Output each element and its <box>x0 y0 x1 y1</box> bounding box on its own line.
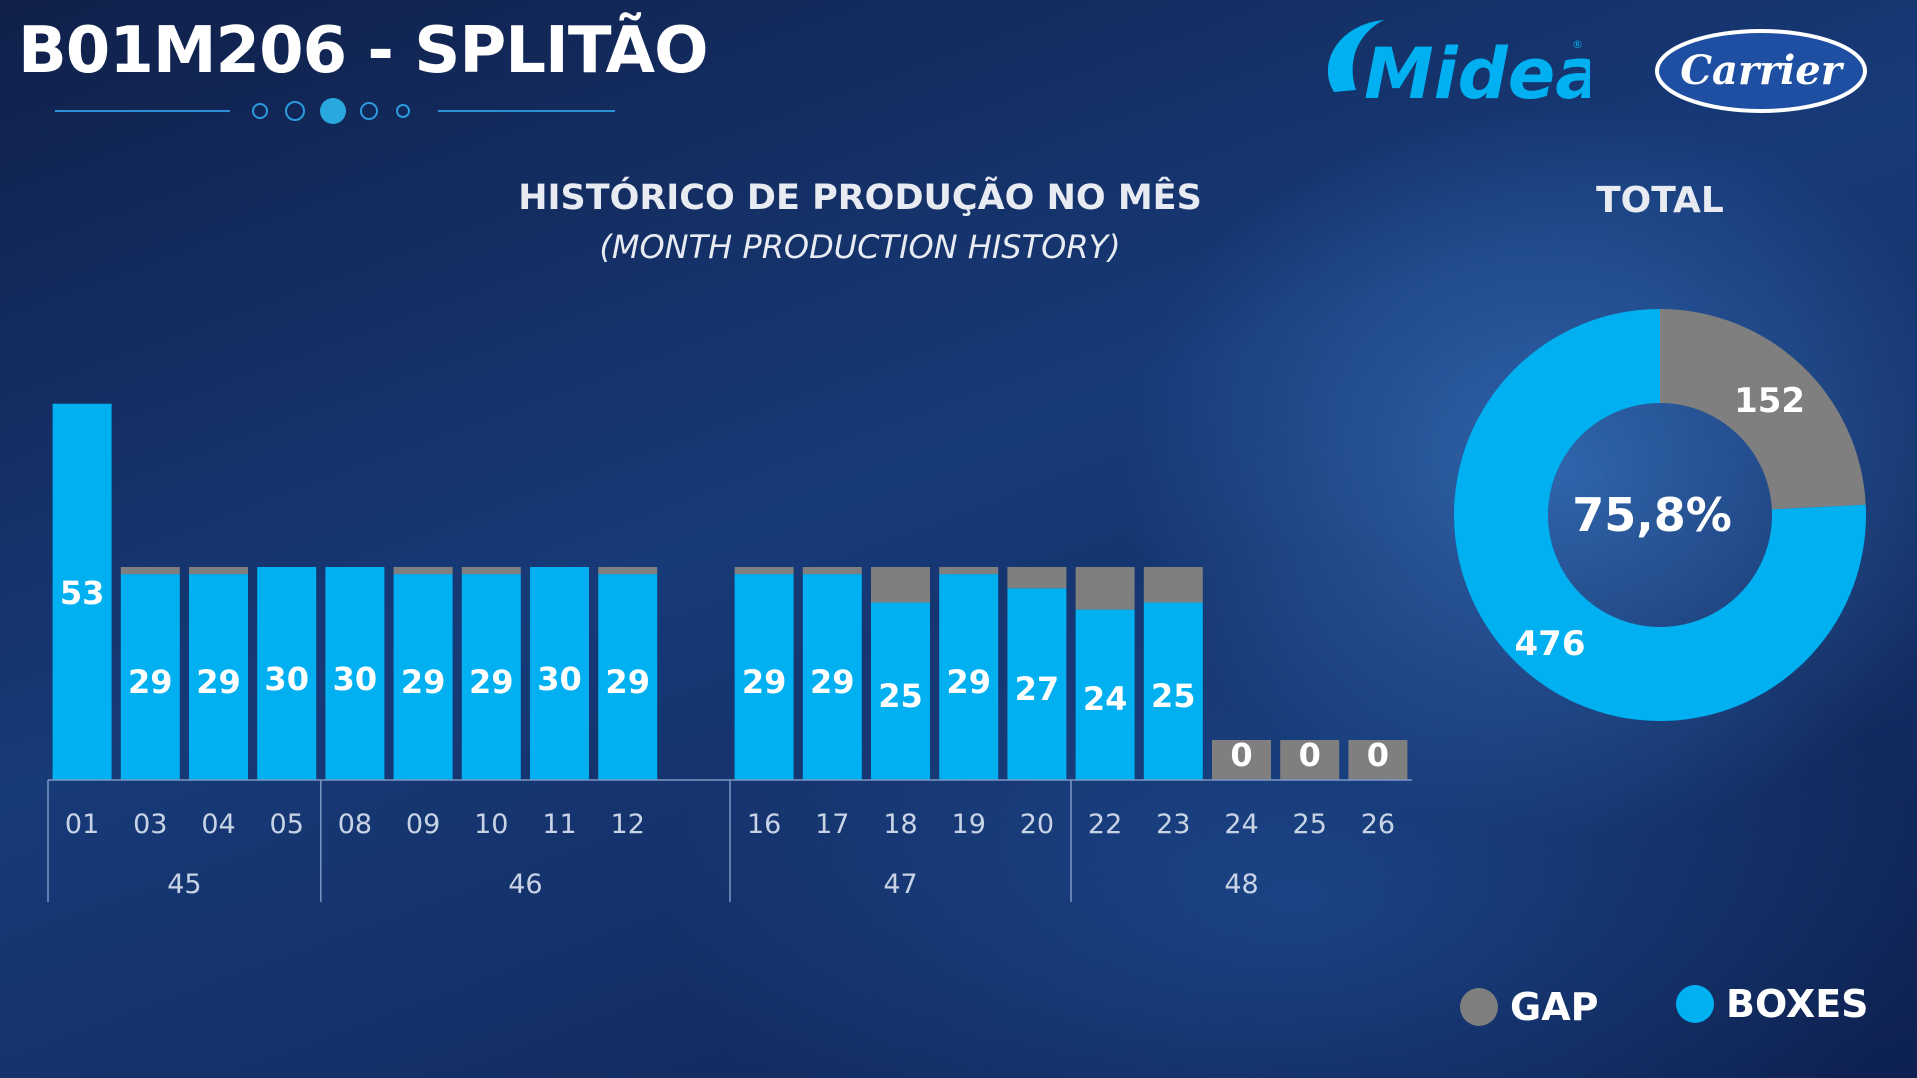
group-label-47: 47 <box>883 869 917 900</box>
tick-label-08: 08 <box>338 809 372 840</box>
legend-gap-label: GAP <box>1510 985 1598 1029</box>
data-label-24: 0 <box>1230 736 1252 774</box>
data-label-19: 29 <box>946 663 991 701</box>
tick-label-16: 16 <box>747 809 781 840</box>
bar-gap-10 <box>462 567 521 574</box>
total-title: TOTAL <box>1560 180 1760 221</box>
data-label-04: 29 <box>196 663 241 701</box>
donut-label-gap: 152 <box>1734 381 1805 421</box>
bar-gap-12 <box>598 567 657 574</box>
tick-label-05: 05 <box>270 809 304 840</box>
data-label-17: 29 <box>810 663 855 701</box>
tick-label-01: 01 <box>65 809 99 840</box>
bar-gap-23 <box>1144 567 1203 603</box>
tick-label-12: 12 <box>611 809 645 840</box>
legend-boxes: BOXES <box>1676 982 1869 1026</box>
data-label-22: 24 <box>1083 680 1128 718</box>
data-label-09: 29 <box>401 663 446 701</box>
data-label-08: 30 <box>333 660 378 698</box>
tick-label-10: 10 <box>474 809 508 840</box>
production-bar-chart: 53 01 29 03 29 04 30 05 30 08 29 09 29 10 30 11 29 12 29 16… <box>0 0 1450 920</box>
bar-gap-04 <box>189 567 248 574</box>
bar-gap-17 <box>803 567 862 574</box>
data-label-10: 29 <box>469 663 514 701</box>
donut-center-label: 75,8% <box>1572 488 1732 542</box>
tick-label-04: 04 <box>201 809 235 840</box>
tick-label-18: 18 <box>883 809 917 840</box>
legend-gap: GAP <box>1460 985 1598 1029</box>
tick-label-24: 24 <box>1224 809 1258 840</box>
data-label-25: 0 <box>1299 736 1321 774</box>
bar-gap-18 <box>871 567 930 603</box>
data-label-18: 25 <box>878 677 923 715</box>
carrier-logo: Carrier <box>1652 26 1870 116</box>
bar-gap-20 <box>1007 567 1066 588</box>
data-label-12: 29 <box>605 663 650 701</box>
data-label-11: 30 <box>537 660 582 698</box>
bar-gap-09 <box>394 567 453 574</box>
legend-boxes-swatch <box>1676 985 1714 1023</box>
data-label-16: 29 <box>742 663 787 701</box>
bar-gap-22 <box>1076 567 1135 610</box>
tick-label-26: 26 <box>1361 809 1395 840</box>
data-label-20: 27 <box>1015 670 1060 708</box>
tick-label-03: 03 <box>133 809 167 840</box>
data-label-26: 0 <box>1367 736 1389 774</box>
tick-label-17: 17 <box>815 809 849 840</box>
registered-mark: ® <box>1572 38 1583 51</box>
tick-label-09: 09 <box>406 809 440 840</box>
legend-boxes-label: BOXES <box>1726 982 1869 1026</box>
bar-gap-03 <box>121 567 180 574</box>
group-label-46: 46 <box>508 869 542 900</box>
tick-label-20: 20 <box>1020 809 1054 840</box>
group-label-48: 48 <box>1224 869 1258 900</box>
carrier-logo-text: Carrier <box>1680 47 1845 94</box>
total-donut-chart: 152 476 75,8% <box>1440 300 1880 740</box>
legend-gap-swatch <box>1460 988 1498 1026</box>
tick-label-19: 19 <box>952 809 986 840</box>
data-label-23: 25 <box>1151 677 1196 715</box>
tick-label-22: 22 <box>1088 809 1122 840</box>
tick-label-25: 25 <box>1293 809 1327 840</box>
data-label-01: 53 <box>60 574 105 612</box>
donut-label-boxes: 476 <box>1515 624 1586 664</box>
data-label-05: 30 <box>264 660 309 698</box>
bar-gap-16 <box>735 567 794 574</box>
group-label-45: 45 <box>167 869 201 900</box>
tick-label-23: 23 <box>1156 809 1190 840</box>
data-label-03: 29 <box>128 663 173 701</box>
tick-label-11: 11 <box>542 809 576 840</box>
bar-gap-19 <box>939 567 998 574</box>
